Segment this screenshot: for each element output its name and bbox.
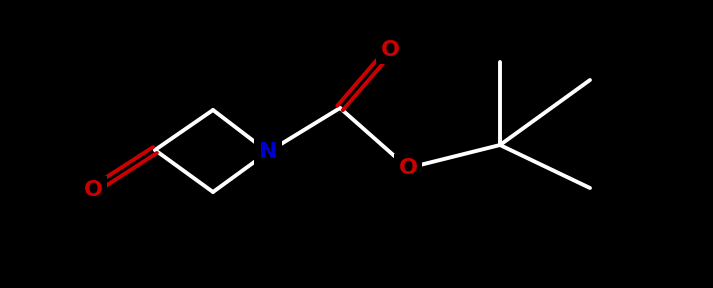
Text: O: O [83, 180, 103, 200]
Text: O: O [399, 158, 418, 178]
Text: O: O [381, 40, 399, 60]
Text: N: N [259, 142, 277, 162]
